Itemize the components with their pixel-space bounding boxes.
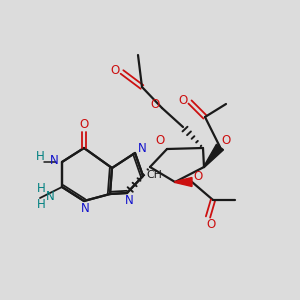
Text: H: H: [37, 199, 45, 212]
Text: O: O: [206, 218, 216, 230]
Text: O: O: [150, 98, 160, 112]
Text: O: O: [221, 134, 231, 148]
Text: N: N: [81, 202, 89, 214]
Text: O: O: [110, 64, 120, 77]
Text: O: O: [178, 94, 188, 106]
Text: CH: CH: [146, 170, 162, 180]
Text: N: N: [124, 194, 134, 206]
Text: N: N: [50, 154, 58, 167]
Text: N: N: [138, 142, 146, 155]
Text: O: O: [155, 134, 165, 148]
Text: N: N: [46, 190, 54, 203]
Text: H: H: [36, 151, 44, 164]
Text: O: O: [194, 170, 202, 184]
Polygon shape: [204, 144, 224, 167]
Text: O: O: [80, 118, 88, 130]
Text: H: H: [37, 182, 45, 196]
Polygon shape: [175, 178, 192, 187]
